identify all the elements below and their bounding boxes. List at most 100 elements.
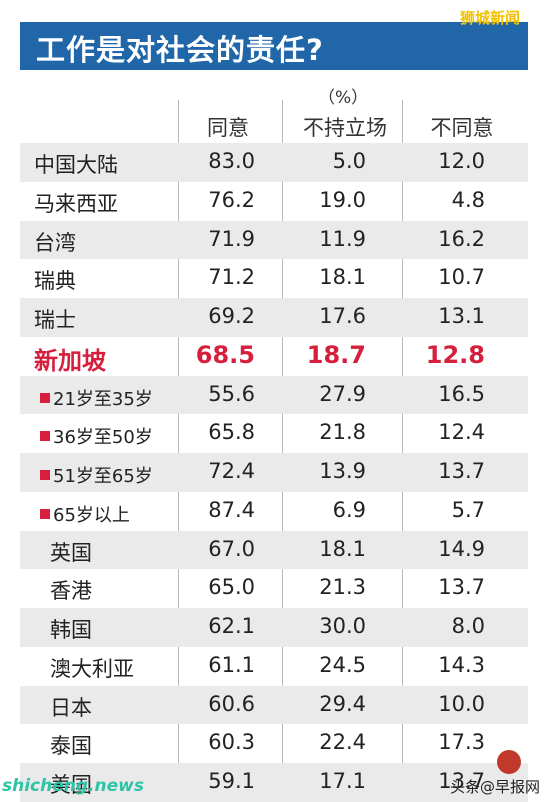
table-cell: 65.0: [208, 575, 255, 600]
row-label: 台湾: [34, 227, 76, 257]
unit-label: （%）: [318, 88, 369, 108]
table-cell: 21.8: [319, 420, 366, 445]
row-label: 瑞士: [34, 304, 76, 334]
table-cell: 55.6: [208, 381, 255, 406]
row-label-text: 泰国: [50, 734, 92, 759]
table-row: 美国 59.1 17.1 13.7: [20, 763, 528, 802]
column-header-neutral: 不持立场: [303, 116, 387, 140]
table-cell: 12.8: [425, 340, 485, 369]
table-cell: 4.8: [451, 187, 485, 212]
title-area: 工作是对社会的责任? 狮城新闻: [0, 0, 546, 72]
table-cell: 13.9: [319, 459, 366, 483]
row-label-text: 21岁至35岁: [53, 388, 153, 410]
table-cell: 30.0: [319, 614, 366, 638]
table-row: 21岁至35岁 55.6 27.9 16.5: [20, 375, 528, 415]
table-cell: 24.5: [319, 652, 366, 677]
row-label-text: 新加坡: [34, 346, 106, 375]
row-label: 瑞典: [34, 265, 76, 295]
table-row: 马来西亚 76.2 19.0 4.8: [20, 182, 528, 221]
table-cell: 27.9: [319, 381, 366, 406]
brand-logo-icon: [497, 750, 521, 774]
table-cell: 61.1: [208, 652, 255, 677]
column-header-disagree: 不同意: [430, 116, 494, 140]
row-label: 65岁以上: [40, 501, 130, 527]
table-cell: 12.4: [438, 420, 485, 445]
table-cell: 71.9: [208, 226, 255, 251]
table-cell: 71.2: [208, 265, 255, 290]
column-divider: [402, 100, 403, 790]
table-cell: 69.2: [208, 304, 255, 328]
table-cell: 6.9: [332, 497, 366, 522]
row-label: 美国: [50, 769, 92, 799]
title-banner: [20, 22, 528, 70]
chart-title: 工作是对社会的责任?: [36, 33, 324, 67]
table-cell: 16.2: [438, 226, 485, 251]
table-cell: 72.4: [208, 459, 255, 483]
table-cell: 17.3: [438, 730, 485, 755]
table-row: 36岁至50岁 65.8 21.8 12.4: [20, 414, 528, 453]
table-cell: 19.0: [319, 187, 366, 212]
table-cell: 87.4: [208, 497, 255, 522]
row-label: 澳大利亚: [50, 653, 134, 683]
row-label-text: 瑞士: [34, 308, 76, 332]
table-cell: 16.5: [438, 381, 485, 406]
table-cell: 60.3: [208, 730, 255, 755]
row-label: 韩国: [50, 614, 92, 644]
table-row: 泰国 60.3 22.4 17.3: [20, 724, 528, 763]
table-cell: 14.3: [438, 652, 485, 677]
table-cell: 13.7: [438, 459, 485, 483]
table-row: 澳大利亚 61.1 24.5 14.3: [20, 647, 528, 686]
table-cell: 62.1: [208, 614, 255, 638]
table-cell: 18.7: [306, 340, 366, 369]
row-label: 36岁至50岁: [40, 423, 153, 449]
row-label: 马来西亚: [34, 188, 118, 218]
row-label-text: 瑞典: [34, 269, 76, 294]
bullet-square-icon: [40, 508, 50, 519]
row-label: 新加坡: [34, 341, 106, 376]
data-table: （%） 同意 不持立场 不同意 中国大陆 83.0 5.0 12.0 马来西亚 76.2 1…: [20, 70, 528, 802]
table-row: 日本 60.6 29.4 10.0: [20, 685, 528, 725]
table-row: 瑞典 71.2 18.1 10.7: [20, 259, 528, 298]
table-cell: 18.1: [319, 536, 366, 561]
table-cell: 8.0: [451, 614, 485, 638]
table-cell: 60.6: [208, 691, 255, 716]
row-label: 21岁至35岁: [40, 385, 153, 411]
table-cell: 22.4: [319, 730, 366, 755]
row-label-text: 51岁至65岁: [53, 466, 153, 487]
table-cell: 68.5: [195, 340, 255, 369]
row-label-text: 中国大陆: [34, 153, 118, 177]
row-label-text: 香港: [50, 579, 92, 604]
row-label-text: 65岁以上: [53, 504, 130, 526]
table-cell: 59.1: [208, 769, 255, 793]
table-row: 51岁至65岁 72.4 13.9 13.7: [20, 453, 528, 492]
row-label-text: 英国: [50, 540, 92, 565]
table-cell: 83.0: [208, 149, 255, 173]
row-label-text: 台湾: [34, 230, 76, 255]
table-row: 英国 67.0 18.1 14.9: [20, 530, 528, 570]
watermark: shicheng.news: [2, 776, 144, 796]
row-label: 日本: [50, 692, 92, 722]
column-header-agree: 同意: [207, 116, 249, 140]
table-cell: 21.3: [319, 575, 366, 600]
table-cell: 10.0: [438, 691, 485, 716]
table-body: 中国大陆 83.0 5.0 12.0 马来西亚 76.2 19.0 4.8 台湾 71.9 11.9…: [20, 143, 528, 802]
table-cell: 65.8: [208, 420, 255, 445]
table-cell: 13.1: [438, 304, 485, 328]
row-label-text: 澳大利亚: [50, 656, 134, 681]
row-label: 香港: [50, 575, 92, 605]
bullet-square-icon: [40, 470, 50, 480]
bullet-square-icon: [40, 392, 50, 403]
table-cell: 13.7: [438, 769, 485, 793]
table-row: 香港 65.0 21.3 13.7: [20, 569, 528, 608]
table-cell: 5.0: [332, 149, 366, 173]
table-row: 韩国 62.1 30.0 8.0: [20, 608, 528, 647]
row-label-text: 36岁至50岁: [53, 427, 153, 449]
table-row: 台湾 71.9 11.9 16.2: [20, 220, 528, 260]
row-label: 英国: [50, 537, 92, 567]
row-label-text: 日本: [50, 695, 92, 720]
table-row: 新加坡 68.5 18.7 12.8: [20, 337, 528, 376]
table-cell: 29.4: [319, 691, 366, 716]
source-credit: 头条@早报网: [450, 778, 541, 796]
source-tag: 狮城新闻: [460, 9, 521, 27]
table-cell: 67.0: [208, 536, 255, 561]
